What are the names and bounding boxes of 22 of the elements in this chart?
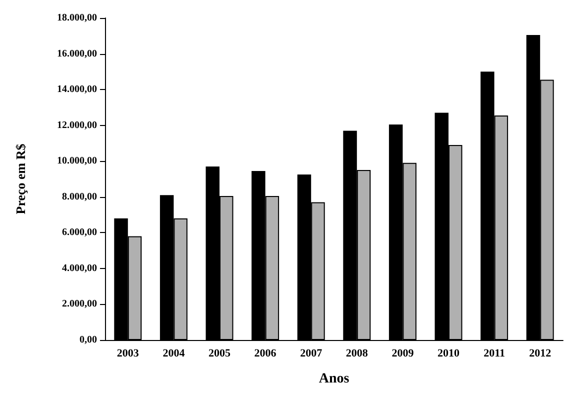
y-tick-label: 12.000,00 bbox=[57, 120, 97, 131]
x-tick-label: 2008 bbox=[346, 348, 368, 360]
x-tick-label: 2010 bbox=[438, 348, 460, 360]
y-tick-label: 2.000,00 bbox=[62, 298, 97, 310]
x-tick-label: 2009 bbox=[392, 348, 414, 360]
y-tick-label: 8.000,00 bbox=[62, 191, 97, 202]
y-tick-label: 14.000,00 bbox=[57, 84, 97, 96]
y-tick-label: 0,00 bbox=[80, 334, 97, 346]
x-tick-label: 2006 bbox=[254, 348, 277, 360]
y-axis-title: Preço em R$ bbox=[13, 143, 28, 214]
x-tick-label: 2003 bbox=[116, 348, 140, 360]
x-tick-label: 2012 bbox=[529, 348, 552, 360]
y-tick-label: 18.000,00 bbox=[57, 12, 97, 24]
y-tick-label: 10.000,00 bbox=[57, 156, 97, 167]
x-axis-title: Anos bbox=[318, 372, 350, 386]
y-tick-label: 6.000,00 bbox=[62, 227, 97, 238]
x-tick-label: 2011 bbox=[484, 348, 506, 360]
x-tick-label: 2005 bbox=[208, 348, 231, 360]
x-tick-label: 2007 bbox=[300, 348, 323, 360]
y-tick-label: 16.000,00 bbox=[57, 48, 97, 60]
y-tick-label: 4.000,00 bbox=[62, 262, 97, 274]
x-tick-label: 2004 bbox=[162, 348, 186, 360]
